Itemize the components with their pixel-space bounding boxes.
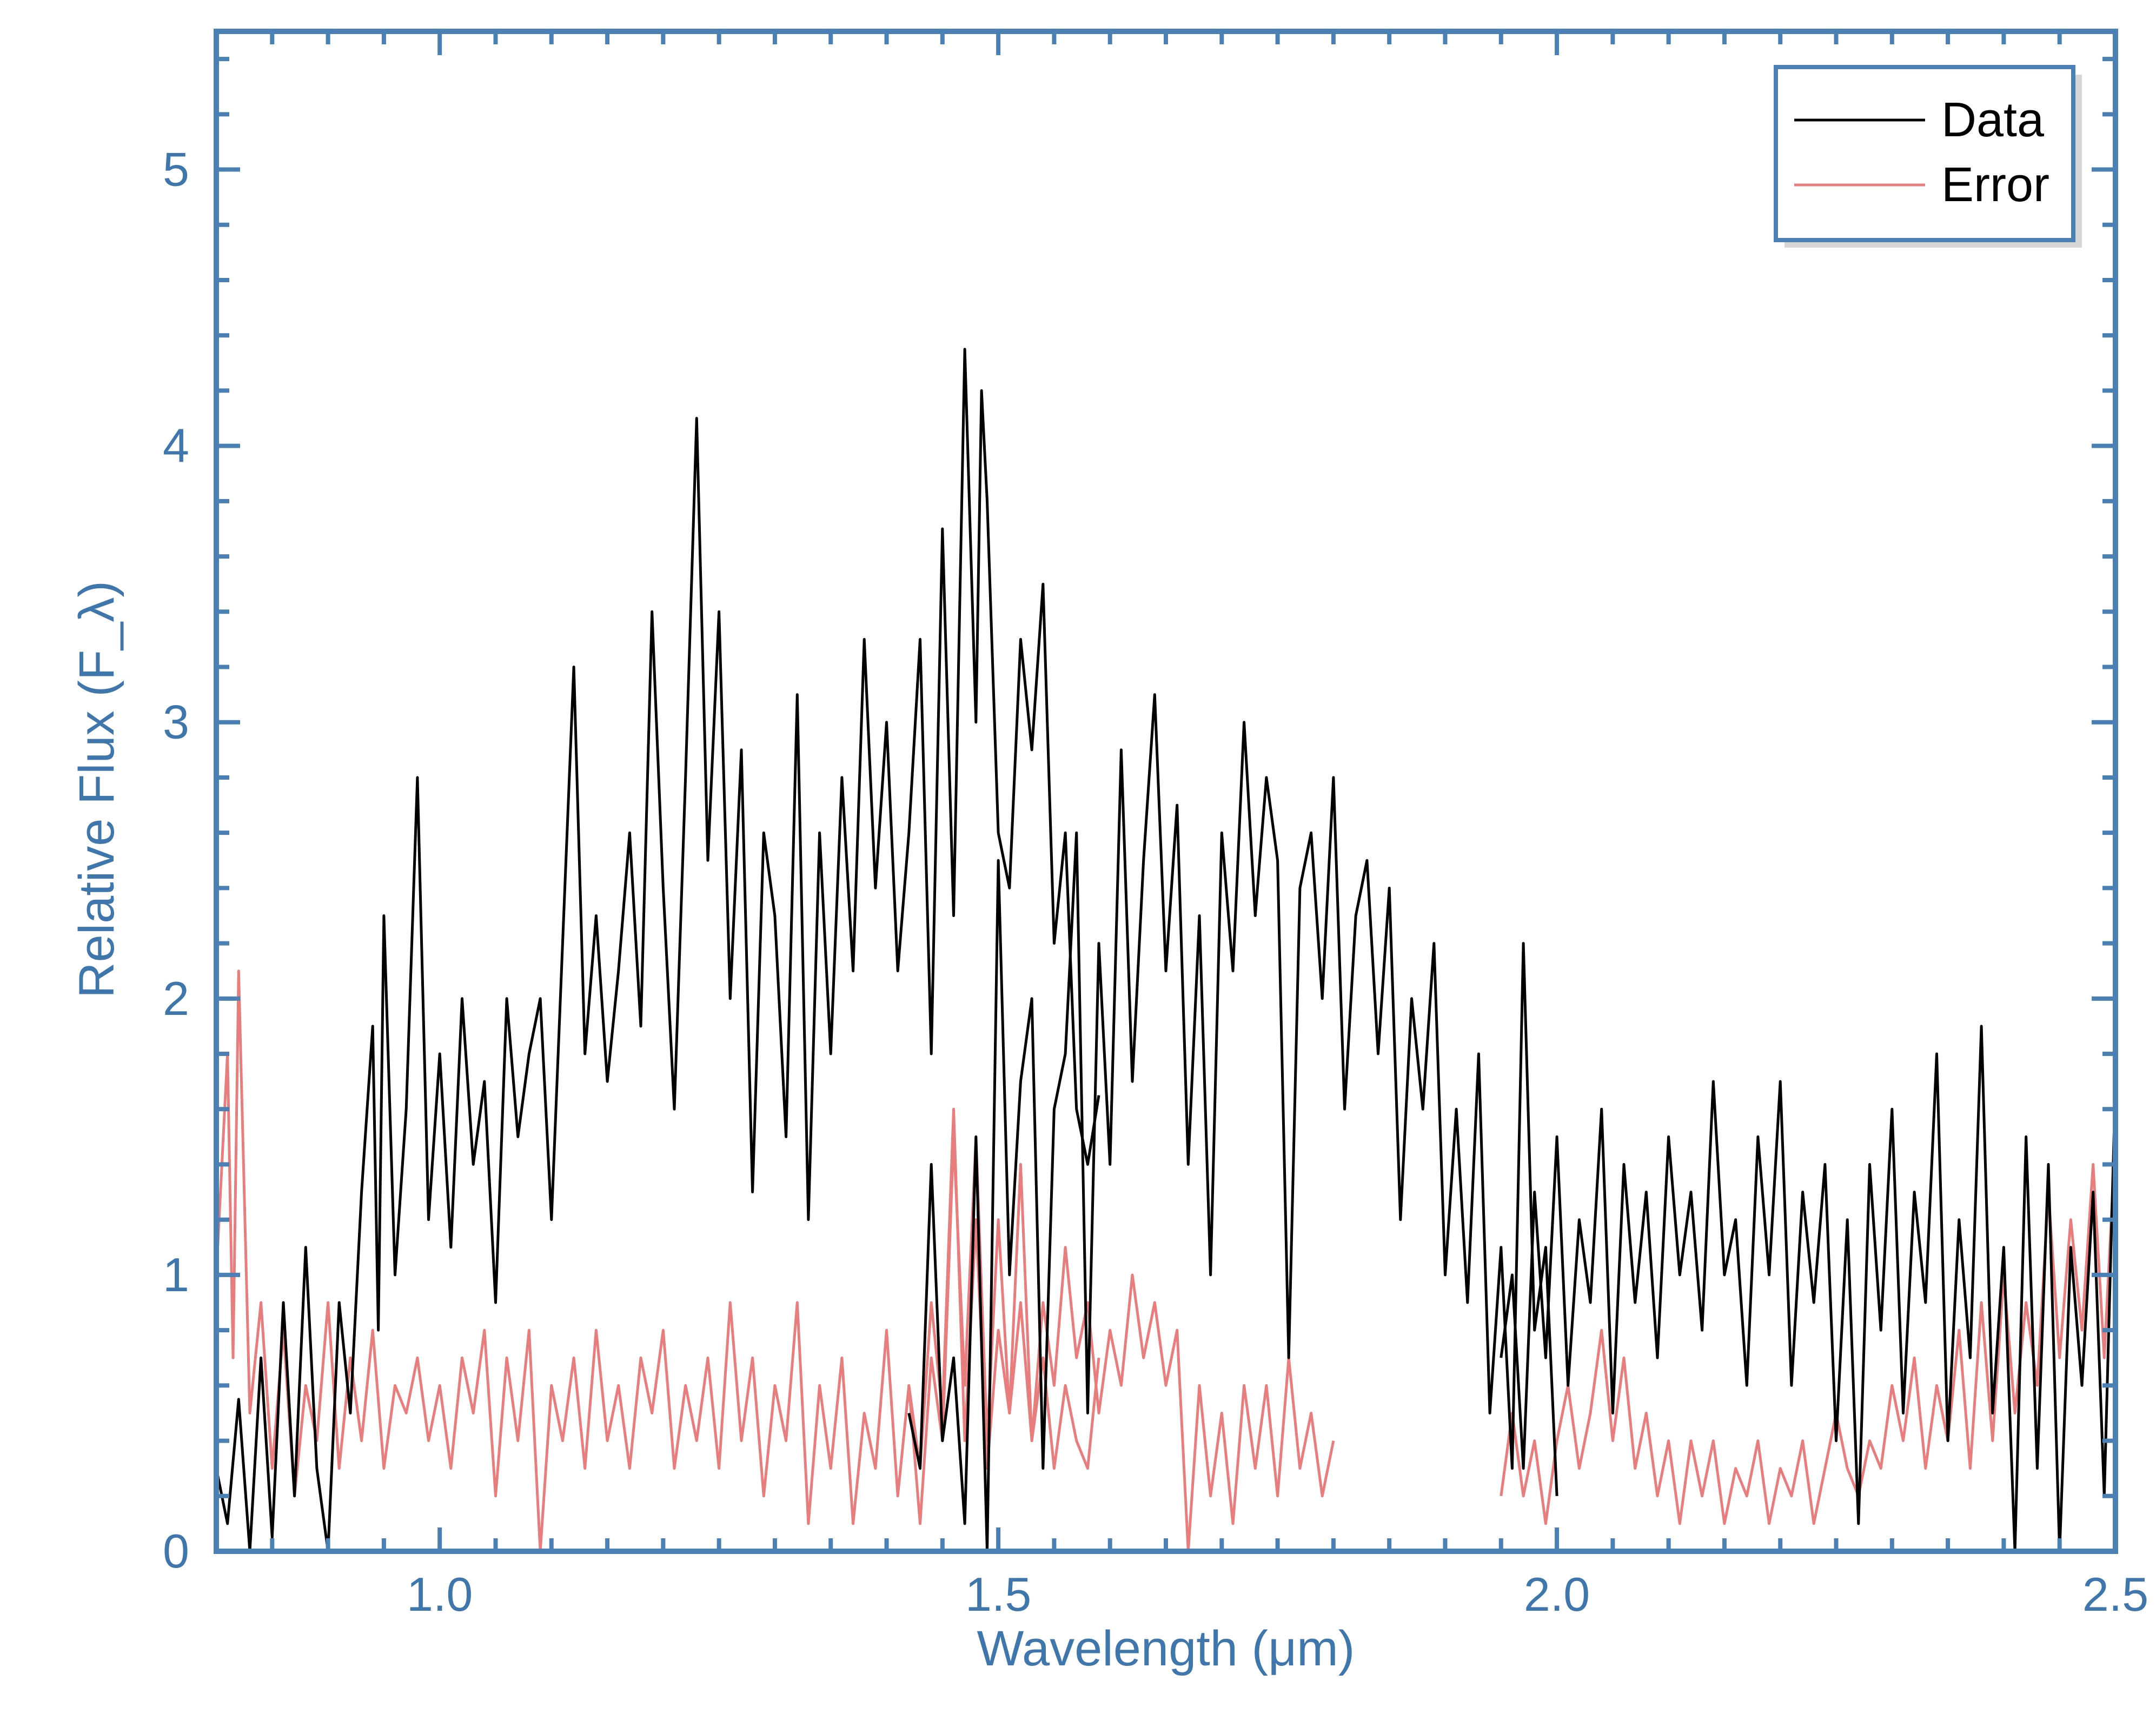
x-axis-label: Wavelength (μm) bbox=[977, 1621, 1355, 1676]
legend-entry-error: Error bbox=[1941, 158, 2049, 212]
y-tick-label: 3 bbox=[163, 695, 189, 749]
legend: Data Error bbox=[1774, 65, 2082, 248]
series-data-segment-3 bbox=[1500, 1025, 2117, 1553]
y-tick-label: 2 bbox=[163, 972, 189, 1025]
tick-label-layer: 1.0 1.5 2.0 2.5 0 1 2 3 4 5 bbox=[163, 143, 2148, 1621]
x-tick-label: 1.5 bbox=[965, 1567, 1031, 1621]
series-layer bbox=[215, 348, 2117, 1553]
series-data-segment-1 bbox=[215, 348, 1100, 1553]
y-tick-label: 4 bbox=[163, 419, 189, 473]
y-tick-label: 0 bbox=[163, 1524, 189, 1578]
x-tick-label: 2.5 bbox=[2082, 1567, 2148, 1621]
legend-box bbox=[1774, 65, 2075, 242]
tick-layer bbox=[214, 31, 2118, 1553]
x-tick-label: 2.0 bbox=[1524, 1567, 1590, 1621]
legend-entry-data: Data bbox=[1941, 93, 2045, 147]
y-axis-label: Relative Flux (F_λ) bbox=[69, 581, 124, 998]
series-data-segment-2 bbox=[907, 693, 1558, 1553]
series-error-segment-3 bbox=[1500, 1137, 2117, 1525]
x-tick-label: 1.0 bbox=[407, 1567, 473, 1621]
y-tick-label: 1 bbox=[163, 1248, 189, 1301]
y-tick-label: 5 bbox=[163, 143, 189, 196]
